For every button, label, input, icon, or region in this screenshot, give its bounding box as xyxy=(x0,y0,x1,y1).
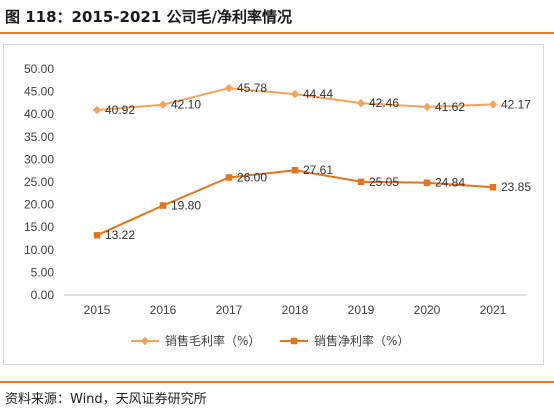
y-tick-label: 0.00 xyxy=(31,288,55,302)
legend-label: 销售净利率（%） xyxy=(314,333,409,348)
data-point xyxy=(158,100,168,109)
legend-marker xyxy=(140,336,150,346)
data-label: 42.46 xyxy=(369,96,399,110)
data-point xyxy=(92,105,102,115)
x-tick-label: 2015 xyxy=(84,303,111,317)
legend-label: 销售毛利率（%） xyxy=(165,333,260,348)
data-point xyxy=(357,178,365,186)
y-tick-label: 30.00 xyxy=(24,152,54,166)
data-label: 42.10 xyxy=(171,98,201,112)
margin-line-chart: 0.00 5.00 10.00 15.00 20.00 25.00 30.00 35.00 40… xyxy=(24,62,531,348)
x-tick-label: 2019 xyxy=(348,303,375,317)
x-tick-label: 2016 xyxy=(150,303,177,317)
y-tick-label: 20.00 xyxy=(24,198,54,212)
data-point xyxy=(422,102,432,112)
y-tick-label: 25.00 xyxy=(24,175,54,189)
title-divider xyxy=(0,32,554,34)
data-label: 23.85 xyxy=(501,180,531,194)
data-label: 13.22 xyxy=(105,228,135,242)
data-label: 41.62 xyxy=(435,100,465,114)
data-label: 27.61 xyxy=(303,163,333,177)
data-label: 25.05 xyxy=(369,175,399,189)
y-tick-label: 15.00 xyxy=(24,220,54,234)
data-point xyxy=(93,231,101,239)
y-tick-label: 5.00 xyxy=(31,265,55,279)
y-tick-label: 50.00 xyxy=(24,62,54,76)
source-divider xyxy=(0,381,554,383)
data-point xyxy=(225,174,233,181)
y-tick-label: 10.00 xyxy=(24,243,54,257)
data-point xyxy=(423,179,431,186)
data-label: 40.92 xyxy=(105,103,135,117)
source-note: 资料来源：Wind，天风证券研究所 xyxy=(5,392,207,407)
y-tick-label: 35.00 xyxy=(24,130,54,144)
data-label: 19.80 xyxy=(171,199,201,213)
data-point xyxy=(488,100,498,109)
data-point xyxy=(291,166,299,174)
x-tick-label: 2018 xyxy=(282,303,309,317)
chart-frame: 0.00 5.00 10.00 15.00 20.00 25.00 30.00 35.00 40… xyxy=(3,44,544,365)
data-label: 26.00 xyxy=(237,170,267,184)
x-tick-label: 2021 xyxy=(480,303,507,317)
data-point xyxy=(489,183,497,191)
data-point xyxy=(159,202,167,209)
x-tick-label: 2020 xyxy=(414,303,441,317)
legend-marker xyxy=(290,337,298,345)
data-point xyxy=(290,89,300,99)
data-point xyxy=(224,83,234,93)
x-tick-label: 2017 xyxy=(216,303,243,317)
y-tick-label: 40.00 xyxy=(24,107,54,121)
data-label: 44.44 xyxy=(303,87,333,101)
data-label: 45.78 xyxy=(237,81,267,95)
y-tick-label: 45.00 xyxy=(24,85,54,99)
figure-title: 图 118：2015-2021 公司毛/净利率情况 xyxy=(5,8,292,26)
data-point xyxy=(356,98,366,108)
series-line-2 xyxy=(96,169,494,237)
data-label: 24.84 xyxy=(435,176,465,190)
data-label: 42.17 xyxy=(501,97,531,111)
